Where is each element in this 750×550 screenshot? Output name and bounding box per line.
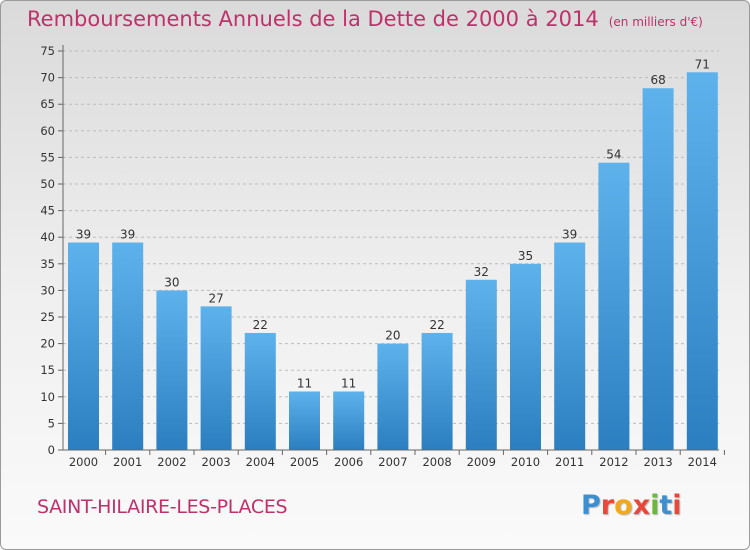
x-tick-label: 2003	[201, 455, 230, 469]
y-tick-label: 20	[40, 337, 55, 351]
y-tick-label: 40	[40, 230, 55, 244]
bar-value-label: 11	[297, 376, 312, 390]
bar-2001	[112, 242, 144, 450]
x-tick-label: 2009	[467, 455, 496, 469]
bar-2004	[244, 332, 276, 450]
y-tick-label: 75	[40, 44, 55, 58]
x-tick-label: 2012	[599, 455, 628, 469]
bar-2002	[156, 290, 188, 450]
bar-2013	[642, 88, 674, 451]
bar-value-label: 54	[606, 148, 621, 162]
x-tick-label: 2004	[246, 455, 275, 469]
x-tick-label: 2013	[643, 455, 672, 469]
logo-letter: o	[614, 490, 633, 521]
x-tick-label: 2002	[157, 455, 186, 469]
x-tick-label: 2000	[69, 455, 98, 469]
y-tick-label: 15	[40, 363, 55, 377]
logo-letter: P	[581, 490, 601, 521]
bar-value-label: 22	[429, 318, 444, 332]
bar-2000	[68, 242, 99, 450]
bar-2003	[200, 306, 232, 450]
x-tick-label: 2006	[334, 455, 363, 469]
y-tick-label: 70	[40, 71, 55, 85]
x-tick-label: 2011	[555, 455, 584, 469]
x-axis: 2000 2001 2002 2003 2004 2005 2006 2007 2008 2009…	[63, 449, 725, 469]
bar-2009	[465, 279, 497, 450]
bar-value-label: 35	[518, 249, 533, 263]
logo-letter: t	[659, 490, 673, 521]
logo-letter: x	[632, 490, 651, 521]
bar-value-label: 27	[208, 291, 223, 305]
y-axis: 0 5 10 15 20 25 30 35 40 45 50 55 60 65 70 75	[40, 44, 64, 457]
y-tick-label: 30	[40, 283, 55, 297]
y-tick-label: 0	[48, 443, 55, 457]
bar-value-label: 39	[120, 228, 135, 242]
bar-2014	[686, 72, 718, 450]
y-tick-label: 45	[40, 204, 55, 218]
bar-value-label: 30	[164, 275, 179, 289]
bar-2011	[554, 242, 586, 450]
x-tick-label: 2008	[422, 455, 451, 469]
y-tick-label: 5	[48, 416, 55, 430]
commune-name: SAINT-HILAIRE-LES-PLACES	[37, 496, 288, 518]
y-tick-label: 35	[40, 257, 55, 271]
proxiti-logo: Proxiti	[581, 490, 682, 521]
x-tick-label: 2001	[113, 455, 142, 469]
bar-2005	[289, 391, 320, 450]
bar-2012	[598, 162, 630, 450]
logo-letter: i	[650, 490, 660, 521]
bar-value-label: 71	[695, 57, 710, 71]
y-tick-label: 25	[40, 310, 55, 324]
logo-letter: i	[672, 490, 682, 521]
bar-2008	[421, 332, 453, 450]
bar-2006	[333, 391, 365, 450]
y-tick-label: 55	[40, 150, 55, 164]
bar-2007	[377, 343, 409, 450]
x-tick-label: 2010	[511, 455, 540, 469]
bar-2010	[510, 263, 541, 450]
chart-unit: (en milliers d'€)	[608, 15, 703, 29]
bar-value-label: 22	[253, 318, 268, 332]
x-tick-label: 2005	[290, 455, 319, 469]
y-tick-label: 10	[40, 390, 55, 404]
bar-value-label: 32	[474, 265, 489, 279]
x-tick-label: 2014	[688, 455, 717, 469]
y-tick-label: 60	[40, 124, 55, 138]
bar-value-label: 11	[341, 376, 356, 390]
bar-value-label: 20	[385, 329, 400, 343]
bar-value-label: 68	[650, 73, 665, 87]
y-tick-label: 65	[40, 97, 55, 111]
x-tick-label: 2007	[378, 455, 407, 469]
bar-value-label: 39	[76, 228, 91, 242]
y-tick-label: 50	[40, 177, 55, 191]
chart-title: Remboursements Annuels de la Dette de 20…	[27, 7, 703, 31]
bar-value-label: 39	[562, 228, 577, 242]
bars: 39 39 30 27 22 11 11 20 22 32 35 39 54 68 71	[68, 57, 718, 451]
logo-letter: r	[600, 490, 615, 521]
